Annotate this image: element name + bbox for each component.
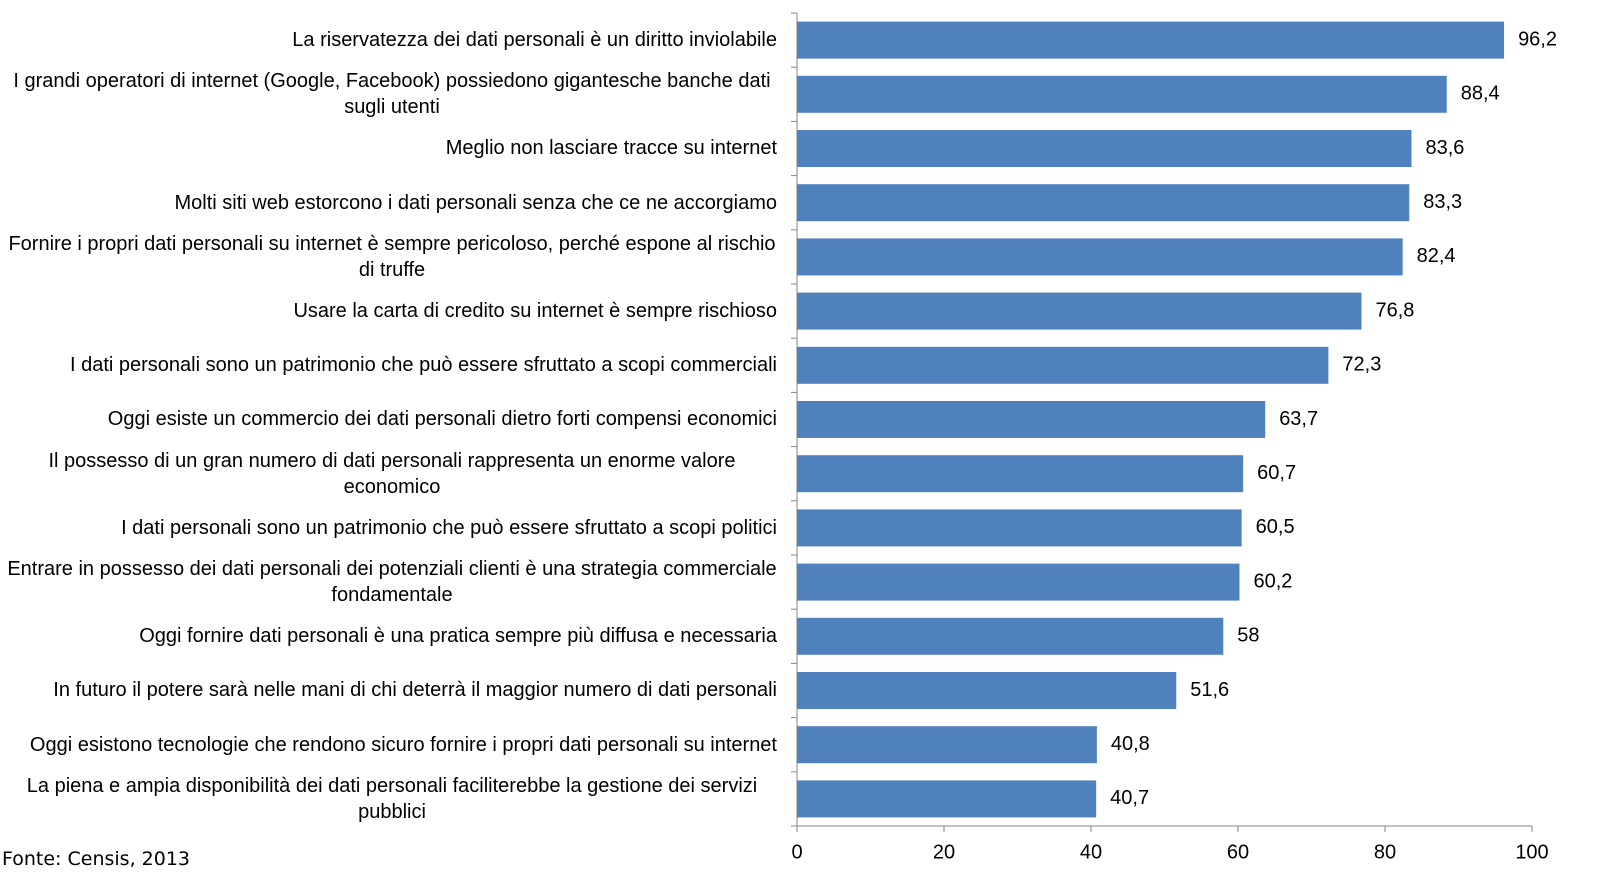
category-label-box: I grandi operatori di internet (Google, … [0, 67, 777, 121]
x-tick-label: 80 [1374, 841, 1396, 863]
category-label: Oggi esistono tecnologie che rendono sic… [29, 733, 777, 756]
value-label: 60,2 [1253, 570, 1292, 592]
category-label: La piena e ampia disponibilità dei dati … [26, 774, 758, 823]
category-label-box: I dati personali sono un patrimonio che … [0, 338, 777, 392]
category-label: I dati personali sono un patrimonio che … [121, 516, 777, 539]
bar [797, 455, 1244, 493]
bar [797, 617, 1224, 655]
value-label: 96,2 [1518, 28, 1557, 50]
bar [797, 401, 1266, 438]
category-label: Fornire i propri dati personali su inter… [8, 232, 776, 281]
category-label: Molti siti web estorcono i dati personal… [174, 191, 777, 214]
category-label-box: Meglio non lasciare tracce su internet [0, 121, 777, 175]
value-label: 72,3 [1342, 354, 1381, 376]
category-label: Usare la carta di credito su internet è … [293, 300, 777, 323]
category-label-box: Oggi esistono tecnologie che rendono sic… [0, 718, 777, 772]
value-label: 60,7 [1257, 462, 1296, 484]
category-label: Entrare in possesso dei dati personali d… [7, 558, 777, 607]
category-label: Il possesso di un gran numero di dati pe… [48, 449, 736, 498]
category-label-box: Usare la carta di credito su internet è … [0, 284, 777, 338]
bar [797, 130, 1412, 167]
bar [797, 21, 1505, 59]
source: Fonte: Censis, 2013 [2, 848, 191, 870]
category-label: I grandi operatori di internet (Google, … [13, 70, 771, 119]
bar [797, 292, 1362, 330]
value-label: 88,4 [1461, 83, 1500, 105]
category-label: Oggi fornire dati personali è una pratic… [139, 625, 777, 648]
x-tick-label: 0 [791, 841, 802, 863]
bar [797, 563, 1240, 601]
x-tick-label: 60 [1227, 841, 1249, 863]
value-label: 40,8 [1111, 733, 1150, 755]
category-label-box: Molti siti web estorcono i dati personal… [0, 176, 777, 230]
value-label: 76,8 [1375, 299, 1414, 321]
bar [797, 238, 1403, 276]
value-label: 83,3 [1423, 191, 1462, 213]
category-label-box: La riservatezza dei dati personali è un … [0, 13, 777, 67]
value-label: 63,7 [1279, 408, 1318, 430]
category-label: In futuro il potere sarà nelle mani di c… [53, 679, 777, 702]
bar [797, 346, 1329, 384]
category-label: La riservatezza dei dati personali è un … [292, 29, 777, 52]
value-label: 60,5 [1256, 516, 1295, 538]
value-label: 83,6 [1425, 137, 1464, 159]
bar [797, 726, 1097, 764]
value-label: 58 [1237, 625, 1259, 647]
bar [797, 184, 1410, 222]
value-label: 82,4 [1417, 245, 1456, 267]
category-label-box: La piena e ampia disponibilità dei dati … [0, 772, 777, 826]
category-label: Oggi esiste un commercio dei dati person… [107, 408, 777, 431]
bar [797, 780, 1097, 818]
x-tick-label: 40 [1080, 841, 1102, 863]
category-label-box: Fornire i propri dati personali su inter… [0, 230, 777, 284]
value-label: 40,7 [1110, 787, 1149, 809]
value-label: 51,6 [1190, 679, 1229, 701]
bar [797, 672, 1177, 709]
category-label-box: Oggi esiste un commercio dei dati person… [0, 392, 777, 446]
category-label-box: In futuro il potere sarà nelle mani di c… [0, 663, 777, 717]
category-label-box: Entrare in possesso dei dati personali d… [0, 555, 777, 609]
x-tick-label: 20 [933, 841, 955, 863]
category-label-box: Oggi fornire dati personali è una pratic… [0, 609, 777, 663]
category-label: I dati personali sono un patrimonio che … [69, 354, 777, 377]
x-tick-label: 100 [1515, 841, 1548, 863]
category-label-box: I dati personali sono un patrimonio che … [0, 501, 777, 555]
category-label: Meglio non lasciare tracce su internet [445, 137, 777, 160]
bar [797, 75, 1447, 113]
bar [797, 509, 1242, 547]
category-label-box: Il possesso di un gran numero di dati pe… [0, 447, 777, 501]
